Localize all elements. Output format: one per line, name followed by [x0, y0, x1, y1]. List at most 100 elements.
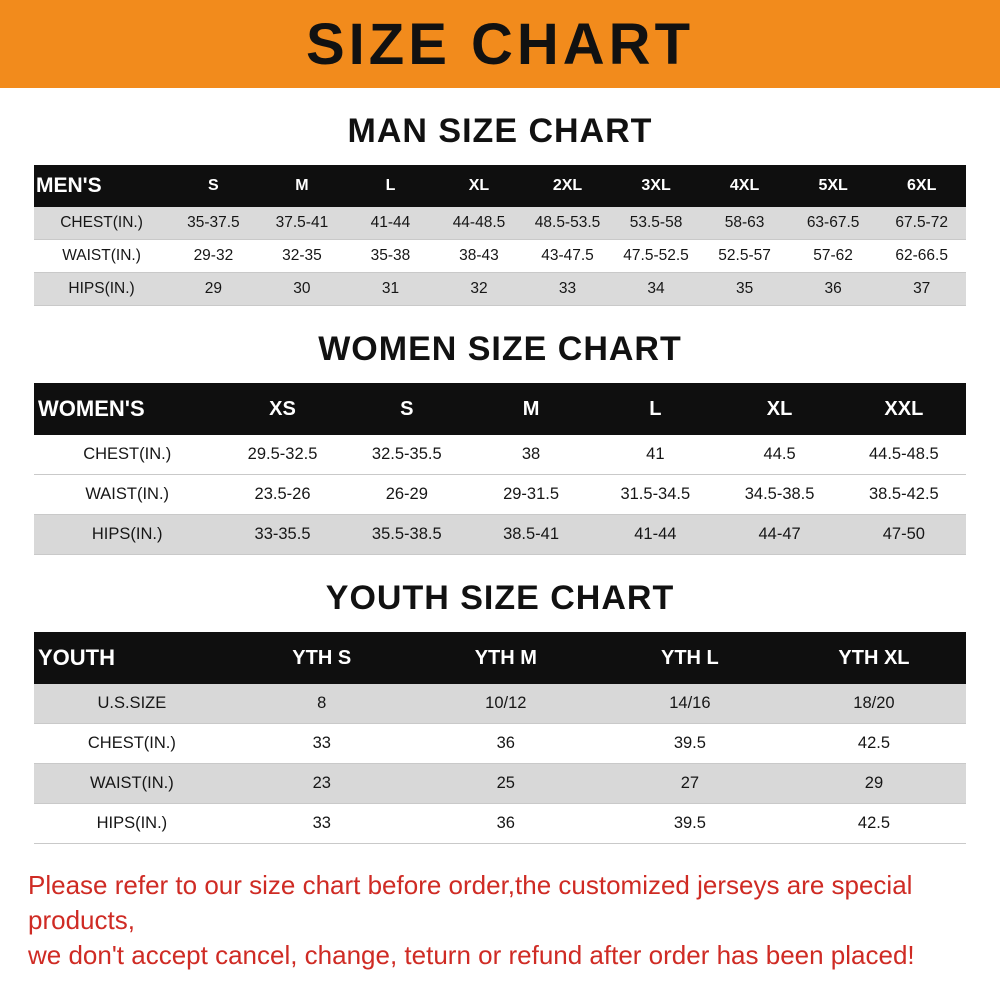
- women-size-table-container: WOMEN'S XS S M L XL XXL CHEST(IN.) 29.5-32.5 32.5…: [34, 383, 966, 555]
- cell-value: 38-43: [459, 247, 499, 264]
- table-row: HIPS(IN.) 33-35.5 35.5-38.5 38.5-41 41-44 44-…: [34, 514, 966, 555]
- header-row: YOUTH YTH S YTH M YTH L YTH XL: [34, 632, 966, 684]
- column-header: 6XL: [877, 165, 966, 207]
- cell-value: 38.5-41: [503, 525, 560, 543]
- cell-value: 33: [312, 814, 331, 832]
- cell-value: 41: [646, 445, 665, 463]
- banner: SIZE CHART: [0, 0, 1000, 88]
- row-label: HIPS(IN.): [91, 525, 163, 543]
- cell-value: 42.5: [857, 734, 891, 752]
- column-header: YTH XL: [781, 632, 966, 684]
- row-label: WAIST(IN.): [85, 485, 170, 503]
- cell-value: 57-62: [813, 247, 853, 264]
- table-row: HIPS(IN.) 33 36 39.5 42.5: [34, 804, 966, 844]
- cell-value: 8: [317, 694, 327, 712]
- row-label: HIPS(IN.): [68, 280, 135, 297]
- table-row: U.S.SIZE 8 10/12 14/16 18/20: [34, 684, 966, 724]
- cell-value: 39.5: [673, 814, 706, 832]
- row-label: U.S.SIZE: [97, 694, 167, 712]
- size-table: YOUTH YTH S YTH M YTH L YTH XL U.S.SIZE 8 10/12…: [34, 632, 966, 844]
- table-row: WAIST(IN.) 29-32 32-35 35-38 38-43 43-47.5 47.…: [34, 240, 966, 273]
- cell-value: 53.5-58: [629, 214, 683, 231]
- row-label: WAIST(IN.): [62, 247, 141, 264]
- cell-value: 34: [647, 280, 665, 297]
- section-heading-women: WOMEN SIZE CHART: [318, 330, 682, 368]
- cell-value: 38.5-42.5: [868, 485, 939, 503]
- cell-value: 29: [204, 280, 223, 297]
- table-title-cell: WOMEN'S: [34, 383, 221, 435]
- table-row: CHEST(IN.) 33 36 39.5 42.5: [34, 724, 966, 764]
- column-header: 4XL: [700, 165, 789, 207]
- cell-value: 63-67.5: [806, 214, 860, 231]
- cell-value: 31.5-34.5: [620, 485, 691, 503]
- column-header: S: [169, 165, 258, 207]
- cell-value: 35-38: [370, 247, 411, 264]
- header-row: MEN'S S M L XL 2XL 3XL 4XL 5XL 6XL: [34, 165, 966, 207]
- cell-value: 33: [558, 280, 577, 297]
- column-header: S: [344, 383, 469, 435]
- cell-value: 36: [824, 280, 842, 297]
- cell-value: 44.5: [763, 445, 796, 463]
- cell-value: 33-35.5: [254, 525, 311, 543]
- footer-disclaimer: Please refer to our size chart before or…: [28, 868, 972, 973]
- row-label: CHEST(IN.): [60, 214, 143, 231]
- cell-value: 27: [680, 774, 700, 792]
- column-header: L: [593, 383, 718, 435]
- cell-value: 67.5-72: [895, 214, 948, 231]
- column-header: 3XL: [611, 165, 701, 207]
- cell-value: 41-44: [634, 525, 677, 543]
- cell-value: 36: [496, 734, 515, 752]
- row-label: CHEST(IN.): [83, 445, 172, 463]
- cell-value: 35: [735, 280, 754, 297]
- column-header: XL: [434, 165, 524, 207]
- row-label: HIPS(IN.): [96, 814, 168, 832]
- cell-value: 23: [312, 774, 331, 792]
- cell-value: 44-48.5: [452, 214, 506, 231]
- column-header: 2XL: [523, 165, 612, 207]
- cell-value: 42.5: [857, 814, 891, 832]
- row-label: CHEST(IN.): [87, 734, 176, 752]
- table-row: CHEST(IN.) 35-37.5 37.5-41 41-44 44-48.5 48.5…: [34, 207, 966, 240]
- cell-value: 32-35: [282, 247, 322, 264]
- table-row: CHEST(IN.) 29.5-32.5 32.5-35.5 38 41 44.5 44.5…: [34, 435, 966, 475]
- cell-value: 23.5-26: [254, 485, 311, 503]
- cell-value: 44-47: [758, 525, 801, 543]
- cell-value: 29.5-32.5: [247, 445, 318, 463]
- cell-value: 36: [496, 814, 515, 832]
- size-table: WOMEN'S XS S M L XL XXL CHEST(IN.) 29.5-32.5 32.5…: [34, 383, 966, 555]
- row-label: WAIST(IN.): [90, 774, 174, 792]
- column-header: XS: [220, 383, 345, 435]
- cell-value: 38: [521, 445, 541, 463]
- column-header: XXL: [841, 383, 966, 435]
- cell-value: 37: [913, 280, 931, 297]
- cell-value: 34.5-38.5: [744, 485, 815, 503]
- cell-value: 30: [293, 280, 311, 297]
- cell-value: 44.5-48.5: [868, 445, 939, 463]
- youth-size-table-container: YOUTH YTH S YTH M YTH L YTH XL U.S.SIZE 8 10/12…: [34, 632, 966, 844]
- cell-value: 32.5-35.5: [371, 445, 442, 463]
- section-heading-youth: YOUTH SIZE CHART: [325, 579, 675, 617]
- table-title-cell: YOUTH: [34, 632, 230, 684]
- banner-title: SIZE CHART: [306, 11, 694, 77]
- cell-value: 31: [381, 280, 400, 297]
- cell-value: 47.5-52.5: [623, 247, 689, 264]
- cell-value: 14/16: [669, 694, 711, 712]
- section-heading-men: MAN SIZE CHART: [347, 112, 653, 150]
- cell-value: 25: [496, 774, 515, 792]
- cell-value: 58-63: [724, 214, 765, 231]
- footer-line-2: we don't accept cancel, change, teturn o…: [28, 940, 915, 971]
- cell-value: 43-47.5: [541, 247, 594, 264]
- cell-value: 37.5-41: [275, 214, 329, 231]
- header-row: WOMEN'S XS S M L XL XXL: [34, 383, 966, 435]
- table-row: WAIST(IN.) 23 25 27 29: [34, 763, 966, 804]
- table-row: WAIST(IN.) 23.5-26 26-29 29-31.5 31.5-34.5 34…: [34, 475, 966, 515]
- column-header: YTH M: [413, 632, 598, 684]
- column-header: YTH L: [597, 632, 782, 684]
- cell-value: 29-31.5: [503, 485, 560, 503]
- cell-value: 62-66.5: [895, 247, 948, 264]
- cell-value: 47-50: [882, 525, 925, 543]
- table-row: HIPS(IN.) 29 30 31 32 33 34 35 36 37: [34, 272, 966, 306]
- cell-value: 29: [864, 774, 884, 792]
- cell-value: 26-29: [385, 485, 428, 503]
- cell-value: 39.5: [673, 734, 706, 752]
